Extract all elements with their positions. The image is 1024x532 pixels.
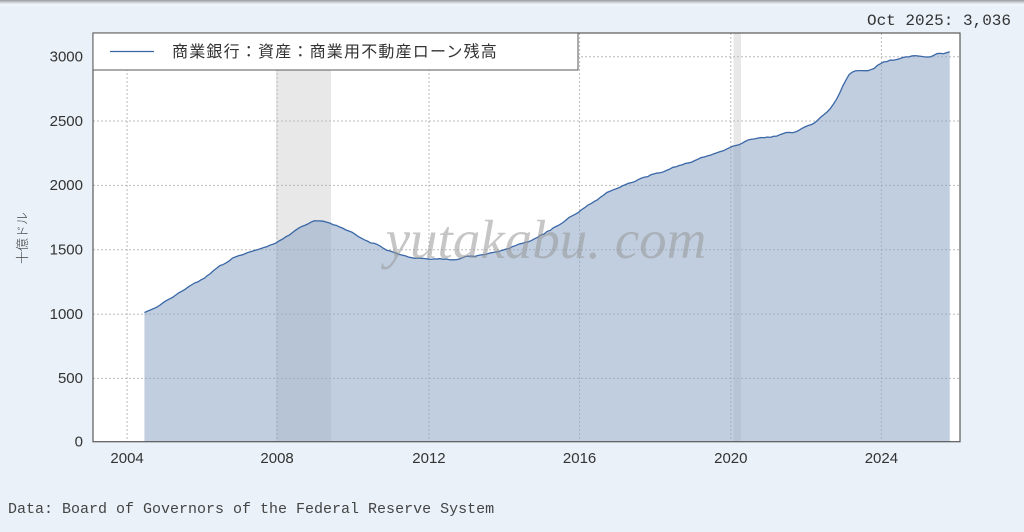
svg-text:yutakabu. com: yutakabu. com xyxy=(381,209,707,270)
svg-text:0: 0 xyxy=(75,434,83,451)
svg-text:1000: 1000 xyxy=(50,306,83,323)
svg-text:2004: 2004 xyxy=(110,450,143,467)
svg-text:2016: 2016 xyxy=(563,450,596,467)
svg-text:2020: 2020 xyxy=(714,450,747,467)
svg-text:2012: 2012 xyxy=(412,450,445,467)
svg-text:2008: 2008 xyxy=(260,450,293,467)
svg-text:商業銀行：資産：商業用不動産ローン残高: 商業銀行：資産：商業用不動産ローン残高 xyxy=(172,38,498,62)
svg-text:2500: 2500 xyxy=(50,113,83,130)
svg-text:1500: 1500 xyxy=(50,242,83,259)
svg-text:2000: 2000 xyxy=(50,177,83,194)
svg-text:2024: 2024 xyxy=(865,450,898,467)
svg-text:3000: 3000 xyxy=(50,49,83,66)
svg-text:500: 500 xyxy=(58,370,83,387)
